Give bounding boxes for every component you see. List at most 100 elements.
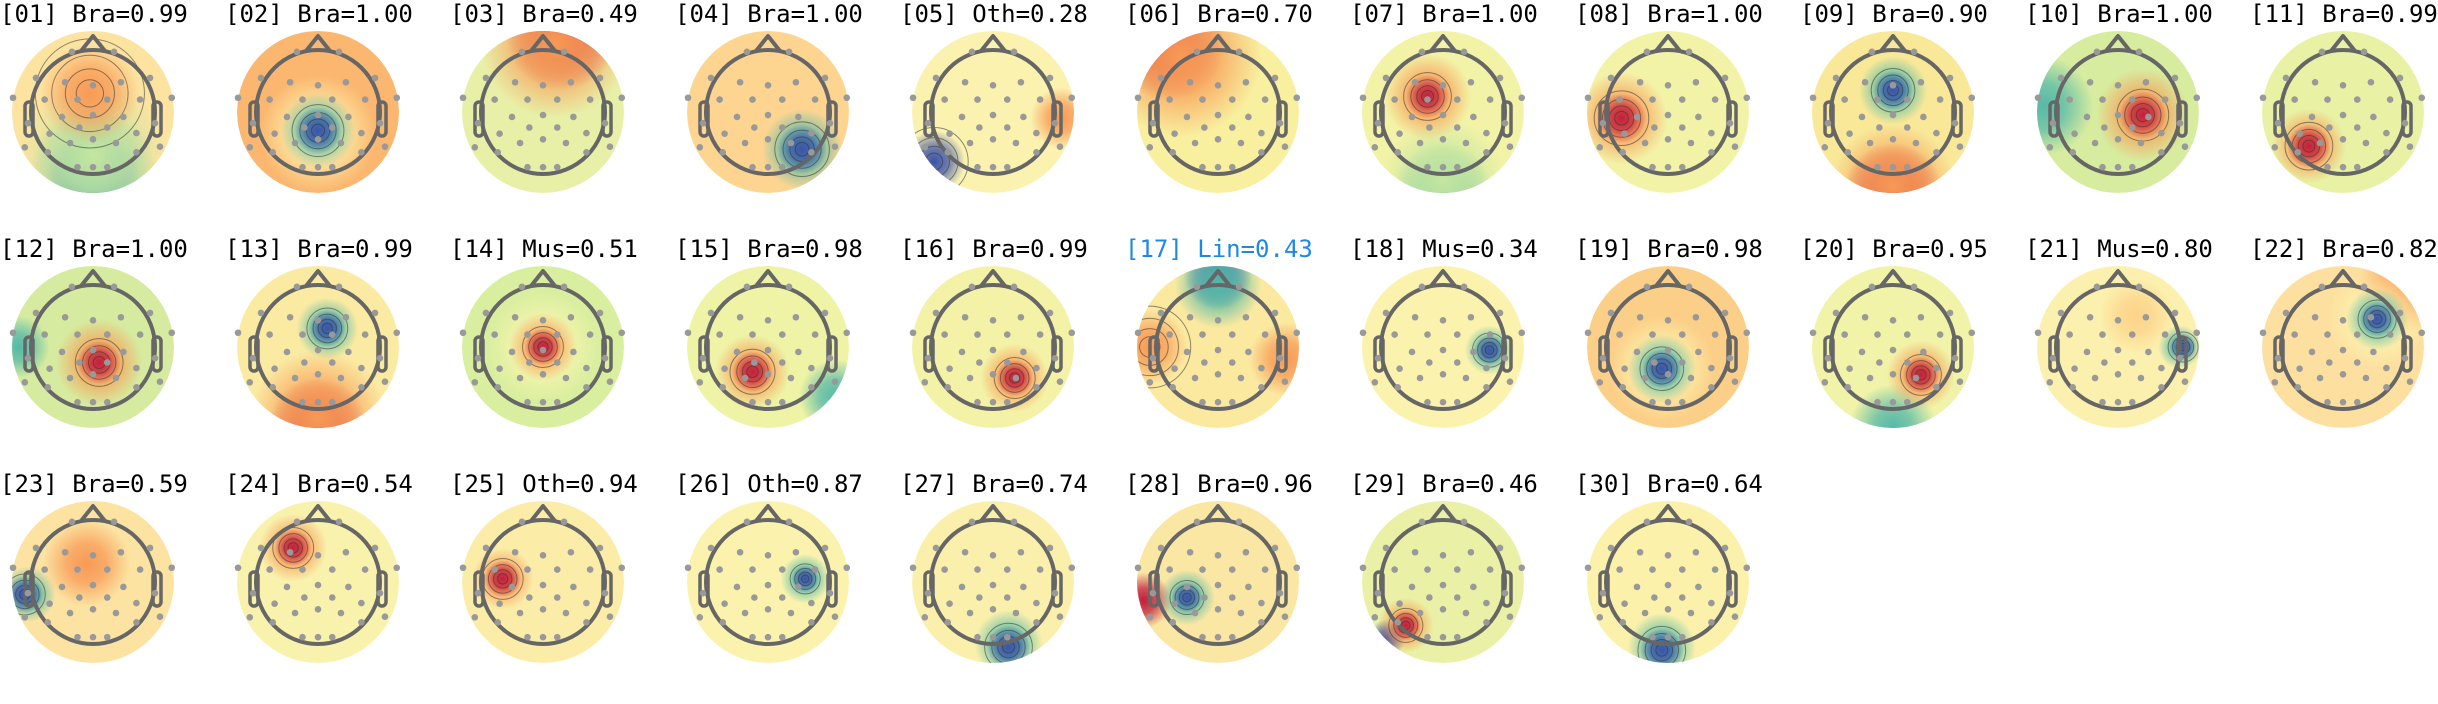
sensor-dot xyxy=(2145,113,2152,121)
sensor-dot xyxy=(1821,144,1829,151)
sensor-dot xyxy=(286,313,294,321)
sensor-dot xyxy=(328,633,336,641)
head-outline xyxy=(479,48,607,176)
contour-line xyxy=(1004,368,1025,388)
sensor-dot xyxy=(1408,348,1416,356)
component-cell: [23] Bra=0.59 xyxy=(0,470,225,704)
sensor-dot xyxy=(606,378,614,386)
sensor-dot xyxy=(1051,589,1059,597)
sensor-dot xyxy=(257,74,265,82)
sensor-dot xyxy=(1726,354,1734,362)
sensor-dot xyxy=(68,48,76,56)
sensor-dot xyxy=(249,119,257,127)
head-outline xyxy=(704,48,832,176)
sensor-dot xyxy=(1199,331,1206,338)
sensor-dot xyxy=(112,609,120,617)
sensor-dot xyxy=(314,370,322,378)
sensor-dot xyxy=(1643,48,1651,56)
sensor-dot xyxy=(269,384,277,391)
sensor-dot xyxy=(1293,94,1301,102)
sensor-dot xyxy=(707,309,715,317)
sensor-dot xyxy=(721,130,728,137)
sensor-dot xyxy=(1012,374,1020,382)
activation-blob xyxy=(77,340,121,385)
sensor-dot xyxy=(1228,398,1236,406)
sensor-dot xyxy=(1453,331,1461,338)
sensor-dot xyxy=(1506,613,1514,621)
sensor-dot xyxy=(1695,583,1702,591)
sensor-dot xyxy=(1426,359,1433,366)
sensor-dot xyxy=(583,599,590,607)
sensor-dot xyxy=(2193,329,2201,337)
contour-line xyxy=(1009,372,1021,384)
sensor-dot xyxy=(1636,313,1644,321)
sensor-dot xyxy=(133,129,140,137)
sensor-dot xyxy=(293,518,301,526)
sensor-dot xyxy=(89,581,97,589)
component-cell: [29] Bra=0.46 xyxy=(1350,470,1575,704)
sensor-dot xyxy=(1191,139,1199,147)
sensor-dot xyxy=(743,283,751,291)
component-title: [29] Bra=0.46 xyxy=(1350,470,1538,498)
head-outline xyxy=(929,518,1057,646)
sensor-dot xyxy=(1486,331,1494,338)
sensor-dot xyxy=(764,398,772,406)
sensor-dot xyxy=(2114,370,2122,378)
sensor-dot xyxy=(103,96,111,103)
nose-icon xyxy=(1429,269,1457,288)
sensor-dot xyxy=(2049,354,2057,362)
left-ear-icon xyxy=(473,335,485,373)
sensor-dot xyxy=(301,124,308,131)
sensor-dot xyxy=(103,594,111,601)
sensor-dot xyxy=(944,149,952,156)
right-ear-icon xyxy=(376,100,388,138)
sensor-dot xyxy=(1664,552,1672,559)
sensor-dot xyxy=(1033,384,1040,391)
sensor-dot xyxy=(808,364,815,372)
sensor-dot xyxy=(1903,124,1911,131)
sensor-dot xyxy=(764,633,772,641)
sensor-dot xyxy=(1439,346,1447,354)
nose-icon xyxy=(304,269,332,288)
left-ear-icon xyxy=(923,570,935,608)
component-cell: [17] Lin=0.43 xyxy=(1125,235,1350,469)
sensor-dot xyxy=(1453,359,1461,366)
contour-line xyxy=(312,313,343,344)
component-title: [17] Lin=0.43 xyxy=(1125,235,1313,263)
component-cell: [01] Bra=0.99 xyxy=(0,0,225,234)
sensor-dot xyxy=(286,548,294,556)
sensor-dot xyxy=(2114,398,2122,406)
component-cell: [24] Bra=0.54 xyxy=(225,470,450,704)
sensor-dot xyxy=(2128,331,2136,338)
sensor-dot xyxy=(699,354,707,362)
sensor-dot xyxy=(1046,544,1054,552)
sensor-dot xyxy=(2093,283,2101,291)
component-title: [21] Mus=0.80 xyxy=(2025,235,2213,263)
sensor-dot xyxy=(1633,583,1641,591)
sensor-dot xyxy=(136,331,144,338)
sensor-dot xyxy=(283,348,291,356)
right-ear-icon xyxy=(1726,335,1738,373)
sensor-dot xyxy=(1281,378,1289,386)
sensor-dot xyxy=(112,374,120,382)
sensor-dot xyxy=(2339,135,2347,143)
sensor-dot xyxy=(974,96,981,103)
sensor-dot xyxy=(1651,359,1658,366)
sensor-dot xyxy=(1824,119,1832,127)
sensor-dot xyxy=(1621,130,1628,137)
sensor-dot xyxy=(1149,589,1157,597)
sensor-dot xyxy=(1467,548,1475,556)
sensor-dot xyxy=(1146,144,1154,151)
left-ear-icon xyxy=(23,570,35,608)
component-cell: [07] Bra=1.00 xyxy=(1350,0,1575,234)
component-title: [09] Bra=0.90 xyxy=(1800,0,1988,28)
component-cell: [27] Bra=0.74 xyxy=(900,470,1125,704)
sensor-dot xyxy=(1245,583,1252,591)
nose-icon xyxy=(1204,504,1232,523)
sensor-dot xyxy=(976,124,983,131)
sensor-dot xyxy=(1866,139,1874,147)
sensor-dot xyxy=(1186,313,1194,321)
sensor-dot xyxy=(89,317,97,324)
sensor-dot xyxy=(2034,329,2042,337)
sensor-dot xyxy=(1242,78,1250,86)
